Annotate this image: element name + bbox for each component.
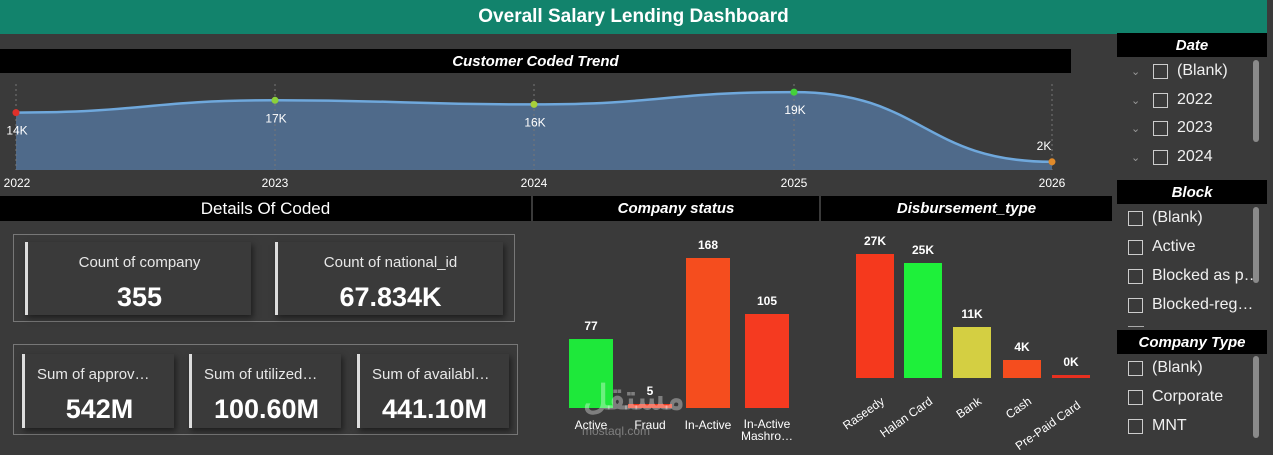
trend-x-tick-label: 2026 <box>1039 176 1066 190</box>
checkbox[interactable] <box>1128 268 1143 284</box>
watermark-url: mostaql.com <box>582 424 651 438</box>
checkbox[interactable] <box>1128 297 1143 313</box>
slicer-block-scrollbar[interactable] <box>1253 207 1259 283</box>
slicer-date-item-2023[interactable]: ⌄ 2023 <box>1131 119 1213 136</box>
slicer-date-item-2022[interactable]: ⌄ 2022 <box>1131 91 1213 108</box>
chevron-down-icon[interactable]: ⌄ <box>1131 65 1141 78</box>
kpi-card-sum-utilized: Sum of utilized… 100.60M <box>189 354 341 428</box>
checkbox[interactable] <box>1153 92 1168 108</box>
checkbox[interactable] <box>1128 360 1143 376</box>
kpi-label: Count of company <box>78 254 201 271</box>
bar-data-label: 25K <box>911 243 934 258</box>
bar-data-label: 77 <box>584 319 598 334</box>
slicer-date-item-blank[interactable]: ⌄ (Blank) <box>1131 62 1228 79</box>
kpi-card-national-id-count: Count of national_id 67.834K <box>275 242 503 315</box>
kpi-label: Sum of approv… <box>37 366 150 383</box>
bar[interactable] <box>953 327 991 378</box>
bar[interactable] <box>686 258 730 408</box>
trend-data-label: 2K <box>1037 139 1052 153</box>
kpi-value: 67.834K <box>339 282 442 312</box>
bar-category-label: In-Active <box>684 418 732 432</box>
trend-chart: 14K 2022 17K 2023 16K 2024 19K 2025 2K 2026 <box>4 84 1066 190</box>
checkbox[interactable] <box>1128 389 1143 405</box>
trend-data-label: 19K <box>784 103 805 117</box>
trend-point[interactable] <box>12 109 20 117</box>
bar-data-label: 0K <box>1063 355 1079 369</box>
chevron-down-icon[interactable]: ⌄ <box>1131 122 1141 135</box>
trend-x-tick-label: 2023 <box>262 176 289 190</box>
bar-category-label: In-Active Mashro… <box>740 417 793 443</box>
bar[interactable] <box>1052 375 1090 378</box>
kpi-label: Sum of availabl… <box>372 366 490 383</box>
trend-point[interactable] <box>790 88 798 96</box>
kpi-value: 542M <box>65 394 134 424</box>
slicer-block-title: Block <box>1117 180 1267 204</box>
kpi-group-bottom: Sum of approv… 542M Sum of utilized… 100… <box>13 344 518 435</box>
trend-data-label: 17K <box>265 111 286 125</box>
checkbox[interactable] <box>1128 210 1143 226</box>
kpi-label: Count of national_id <box>323 254 458 271</box>
trend-x-tick-label: 2025 <box>781 176 808 190</box>
dashboard-title-bar: Overall Salary Lending Dashboard <box>0 0 1267 34</box>
slicer-company-type-item-blank[interactable]: (Blank) <box>1128 359 1203 377</box>
bar[interactable] <box>1003 359 1041 378</box>
trend-x-tick-label: 2024 <box>521 176 548 190</box>
checkbox[interactable] <box>1153 120 1168 136</box>
kpi-card-sum-approved: Sum of approv… 542M <box>22 354 174 428</box>
checkbox[interactable] <box>1128 418 1143 434</box>
trend-data-label: 14K <box>6 124 27 138</box>
bar[interactable] <box>856 254 894 378</box>
bar[interactable] <box>628 403 672 408</box>
trend-point[interactable] <box>530 100 538 108</box>
checkbox[interactable] <box>1153 63 1168 79</box>
chevron-down-icon[interactable]: ⌄ <box>1131 151 1141 164</box>
bar[interactable] <box>745 314 789 408</box>
chevron-down-icon[interactable]: ⌄ <box>1131 94 1141 107</box>
checkbox[interactable] <box>1153 149 1168 165</box>
watermark-logo: مستقل <box>583 379 685 417</box>
slicer-block-item-blocked-reg[interactable]: Blocked-reg… <box>1128 296 1253 314</box>
slicer-block-item-active[interactable]: Active <box>1128 238 1196 256</box>
trend-point[interactable] <box>1048 158 1056 166</box>
trend-x-tick-label: 2022 <box>4 176 31 190</box>
kpi-card-company-count: Count of company 355 <box>25 242 251 315</box>
kpi-label: Sum of utilized… <box>204 366 318 383</box>
slicer-company-type-item-mnt[interactable]: MNT <box>1128 417 1187 435</box>
slicer-date-scrollbar[interactable] <box>1253 60 1259 142</box>
kpi-group-top: Count of company 355 Count of national_i… <box>13 234 515 322</box>
slicer-block-item-blank[interactable]: (Blank) <box>1128 209 1203 227</box>
company-status-title: Company status <box>533 196 819 221</box>
disbursement-type-title: Disbursement_type <box>821 196 1112 221</box>
details-title: Details Of Coded <box>0 196 531 221</box>
slicer-company-type-title: Company Type <box>1117 330 1267 354</box>
bar-data-label: 168 <box>697 238 719 252</box>
bar-data-label: 5 <box>646 383 654 398</box>
kpi-value: 441.10M <box>381 394 488 424</box>
slicer-block-partial-checkbox[interactable] <box>1128 326 1144 329</box>
bar-data-label: 4K <box>1014 339 1030 354</box>
trend-chart-title: Customer Coded Trend <box>0 49 1071 73</box>
slicer-company-type-item-corporate[interactable]: Corporate <box>1128 388 1223 406</box>
dashboard-title: Overall Salary Lending Dashboard <box>478 6 789 27</box>
kpi-card-sum-available: Sum of availabl… 441.10M <box>357 354 509 428</box>
slicer-block-item-blocked-as[interactable]: Blocked as p… <box>1128 267 1260 285</box>
slicer-date-item-2024[interactable]: ⌄ 2024 <box>1131 148 1213 165</box>
bar-category-label: Fraud <box>634 418 666 432</box>
kpi-value: 100.60M <box>213 394 320 424</box>
bar-data-label: 11K <box>961 307 983 322</box>
slicer-company-type-scrollbar[interactable] <box>1253 356 1259 438</box>
bar-data-label: 105 <box>756 294 778 309</box>
trend-data-label: 16K <box>524 115 545 129</box>
checkbox[interactable] <box>1128 239 1143 255</box>
slicer-date-title: Date <box>1117 33 1267 57</box>
bar-data-label: 27K <box>863 234 886 248</box>
bar[interactable] <box>569 339 613 408</box>
bar-category-label: Active <box>574 418 608 432</box>
trend-point[interactable] <box>271 96 279 104</box>
bar[interactable] <box>904 263 942 378</box>
kpi-value: 355 <box>116 282 163 312</box>
